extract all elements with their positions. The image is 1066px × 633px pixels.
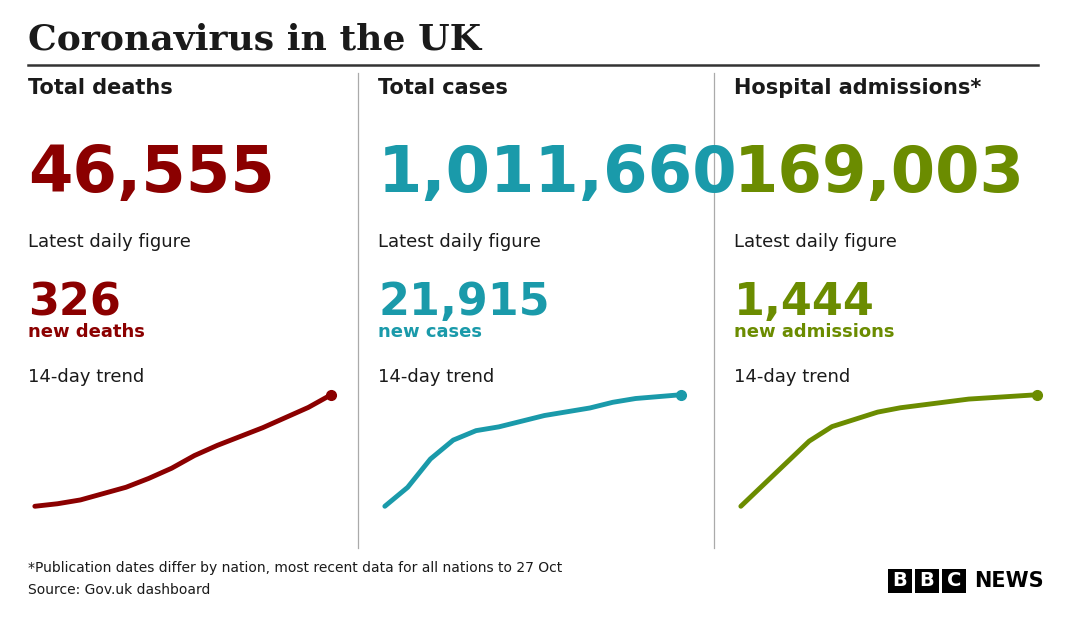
Text: Coronavirus in the UK: Coronavirus in the UK	[28, 23, 481, 57]
Text: 14-day trend: 14-day trend	[28, 368, 144, 386]
Text: Source: Gov.uk dashboard: Source: Gov.uk dashboard	[28, 583, 210, 597]
Text: new admissions: new admissions	[734, 323, 894, 341]
Text: 14-day trend: 14-day trend	[378, 368, 495, 386]
Text: NEWS: NEWS	[974, 571, 1044, 591]
Text: Hospital admissions*: Hospital admissions*	[734, 78, 982, 98]
FancyBboxPatch shape	[942, 569, 966, 593]
Text: 14-day trend: 14-day trend	[734, 368, 851, 386]
Text: new deaths: new deaths	[28, 323, 145, 341]
Text: 46,555: 46,555	[28, 143, 275, 205]
Text: 21,915: 21,915	[378, 281, 550, 324]
Text: new cases: new cases	[378, 323, 482, 341]
FancyBboxPatch shape	[915, 569, 939, 593]
Text: B: B	[892, 572, 907, 591]
Text: *Publication dates differ by nation, most recent data for all nations to 27 Oct: *Publication dates differ by nation, mos…	[28, 561, 562, 575]
Text: 1,011,660: 1,011,660	[378, 143, 738, 205]
Text: Total deaths: Total deaths	[28, 78, 173, 98]
Text: Latest daily figure: Latest daily figure	[378, 233, 540, 251]
Text: 169,003: 169,003	[734, 143, 1025, 205]
Text: 1,444: 1,444	[734, 281, 875, 324]
Text: Latest daily figure: Latest daily figure	[28, 233, 191, 251]
Text: C: C	[947, 572, 962, 591]
Text: 326: 326	[28, 281, 120, 324]
Text: Total cases: Total cases	[378, 78, 507, 98]
Text: B: B	[920, 572, 935, 591]
FancyBboxPatch shape	[888, 569, 912, 593]
Text: Latest daily figure: Latest daily figure	[734, 233, 897, 251]
